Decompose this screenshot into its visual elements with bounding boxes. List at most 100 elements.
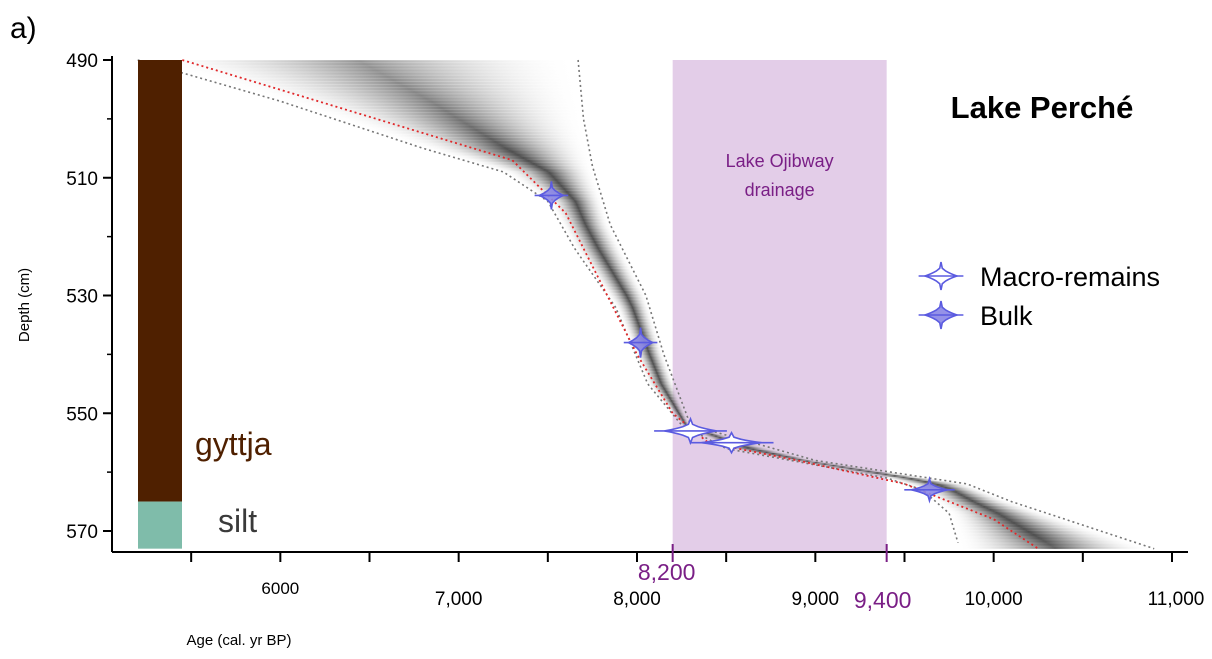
envelope-strip xyxy=(573,245,622,248)
envelope-strip xyxy=(618,313,652,316)
envelope-strip xyxy=(842,469,877,472)
envelope-strip xyxy=(592,273,636,276)
envelope-strip xyxy=(949,513,1050,516)
envelope-strip xyxy=(619,316,653,318)
envelope-strip xyxy=(566,233,616,236)
envelope-strip xyxy=(331,117,584,120)
envelope-strip xyxy=(636,355,665,358)
envelope-strip xyxy=(555,214,608,217)
envelope-strip xyxy=(622,321,655,324)
envelope-strip xyxy=(601,286,642,289)
envelope-strip xyxy=(699,433,725,436)
envelope-strip xyxy=(671,411,686,414)
envelope-strip xyxy=(465,160,592,162)
x-tick-label: 10,000 xyxy=(965,589,1023,610)
envelope-strip xyxy=(956,536,1121,539)
envelope-strip xyxy=(531,189,600,192)
envelope-strip xyxy=(318,112,584,115)
envelope-strip xyxy=(237,87,581,90)
event-label-line1: Lake Ojibway xyxy=(726,151,834,171)
envelope-strip xyxy=(810,463,840,466)
envelope-strip xyxy=(651,388,677,391)
envelope-strip xyxy=(247,90,582,93)
envelope-strip xyxy=(588,267,633,270)
envelope-strip xyxy=(528,188,600,190)
legend-swatch-bulk xyxy=(918,300,964,330)
envelope-strip xyxy=(633,348,663,351)
envelope-strip xyxy=(679,422,690,424)
envelope-strip xyxy=(552,208,606,211)
envelope-strip xyxy=(191,74,580,77)
envelope-strip xyxy=(934,500,1010,502)
envelope-strip xyxy=(550,205,605,208)
envelope-strip xyxy=(526,186,599,189)
envelope-strip xyxy=(702,435,730,438)
envelope-strip xyxy=(570,241,619,243)
envelope-strip xyxy=(949,514,1054,517)
envelope-strip xyxy=(941,505,1028,508)
envelope-strip xyxy=(617,310,651,313)
envelope-strip xyxy=(575,248,623,251)
envelope-strip xyxy=(746,451,787,454)
envelope-strip xyxy=(513,177,597,180)
envelope-strip xyxy=(956,538,1126,541)
panel-label: a) xyxy=(10,12,37,45)
envelope-strip xyxy=(620,317,653,320)
envelope-strip xyxy=(953,526,1090,529)
envelope-strip xyxy=(620,319,654,321)
envelope-strip xyxy=(490,167,594,170)
envelope-strip xyxy=(655,392,679,395)
envelope-strip xyxy=(460,158,592,161)
envelope-strip xyxy=(954,529,1099,532)
envelope-strip xyxy=(569,239,619,242)
envelope-strip xyxy=(657,395,680,398)
envelope-strip xyxy=(579,254,626,257)
envelope-strip xyxy=(394,138,588,140)
envelope-strip xyxy=(786,458,813,461)
event-label-line2: drainage xyxy=(745,180,815,200)
envelope-strip xyxy=(582,258,628,261)
envelope-strip xyxy=(639,363,668,366)
envelope-strip xyxy=(385,135,587,137)
envelope-strip xyxy=(216,82,581,84)
envelope-strip xyxy=(648,383,676,386)
envelope-strip xyxy=(958,544,1144,547)
envelope-strip xyxy=(206,79,580,82)
envelope-strip xyxy=(662,401,682,404)
envelope-strip xyxy=(615,305,650,308)
envelope-strip xyxy=(641,369,670,371)
envelope-strip xyxy=(656,394,680,396)
envelope-strip xyxy=(721,445,766,448)
x-axis-title: Age (cal. yr BP) xyxy=(186,632,291,649)
envelope-strip xyxy=(553,210,607,213)
envelope-strip xyxy=(617,311,652,314)
envelope-strip xyxy=(929,495,999,498)
envelope-strip xyxy=(906,483,969,486)
envelope-strip xyxy=(524,185,599,187)
y-tick-label: 490 xyxy=(66,51,98,72)
envelope-strip xyxy=(411,143,589,146)
envelope-strip xyxy=(562,226,612,229)
envelope-strip xyxy=(924,491,988,494)
envelope-strip xyxy=(635,354,665,357)
envelope-strip xyxy=(506,173,595,176)
envelope-strip xyxy=(313,111,583,114)
envelope-strip xyxy=(615,307,650,310)
envelope-strip xyxy=(834,467,868,470)
y-tick-label: 530 xyxy=(66,287,98,308)
envelope-strip xyxy=(951,520,1072,523)
lithology-label-silt: silt xyxy=(218,503,257,539)
envelope-strip xyxy=(955,535,1117,538)
envelope-strip xyxy=(888,478,934,480)
envelope-strip xyxy=(563,227,613,230)
envelope-strip xyxy=(893,479,944,482)
envelope-strip xyxy=(548,201,604,204)
envelope-strip xyxy=(938,503,1019,505)
envelope-strip xyxy=(551,207,606,210)
envelope-strip xyxy=(598,282,640,285)
envelope-strip xyxy=(287,102,583,105)
envelope-strip xyxy=(564,230,614,233)
envelope-strip xyxy=(420,146,589,149)
envelope-strip xyxy=(577,251,624,254)
lithology-label-gyttja: gyttja xyxy=(195,426,272,462)
